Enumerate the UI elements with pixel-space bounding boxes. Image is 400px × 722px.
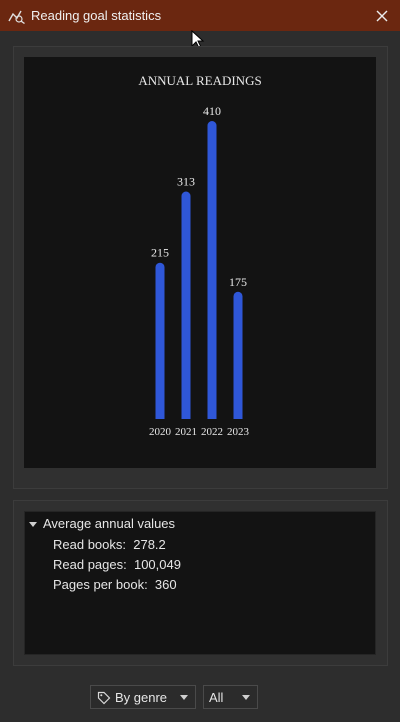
data-label-2021: 313 [177,175,195,189]
stat-read-pages: Read pages: 100,049 [53,557,181,572]
stat-value: 100,049 [133,557,181,572]
chart-title: ANNUAL READINGS [138,73,261,88]
bar-2022 [207,121,217,419]
chevron-down-icon [180,695,188,700]
tag-icon [97,691,111,705]
stat-read-books: Read books: 278.2 [53,537,166,552]
data-label-2020: 215 [151,246,169,260]
stat-label: Read books: [53,537,126,552]
tick-label-2021: 2021 [175,426,197,438]
chevron-down-icon [242,695,250,700]
data-label-2022: 410 [203,104,221,118]
bar-2020 [155,262,165,419]
group-by-value: By genre [115,690,168,705]
stat-label: Pages per book: [53,577,148,592]
average-values-section: Average annual values Read books: 278.2 … [24,511,376,655]
stat-value: 278.2 [133,537,166,552]
average-values-header: Average annual values [43,516,176,531]
stat-label: Read pages: [53,557,127,572]
bar-2023 [233,291,243,419]
bar-2021 [181,191,191,419]
tick-label-2023: 2023 [227,426,250,438]
tick-label-2020: 2020 [149,426,172,438]
average-values-toggle[interactable]: Average annual values [29,516,175,531]
annual-readings-chart: ANNUAL READINGS 215 2020 313 2021 410 2022 175… [138,73,261,438]
group-by-select[interactable]: By genre [90,685,196,709]
collapse-triangle-icon [29,521,37,527]
tick-label-2022: 2022 [201,426,223,438]
data-label-2023: 175 [229,275,247,289]
chart-area: ANNUAL READINGS 215 2020 313 2021 410 2022 175… [24,57,376,468]
title-bar: Reading goal statistics [0,0,400,31]
stat-value: 360 [154,577,177,592]
stat-pages-per-book: Pages per book: 360 [53,577,177,592]
scope-select[interactable]: All [203,685,258,709]
close-icon[interactable] [372,6,392,26]
scope-value: All [209,690,224,705]
chart-line-icon [8,10,25,24]
window-title: Reading goal statistics [31,8,162,23]
